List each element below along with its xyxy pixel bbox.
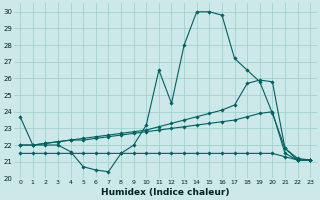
X-axis label: Humidex (Indice chaleur): Humidex (Indice chaleur) <box>101 188 229 197</box>
